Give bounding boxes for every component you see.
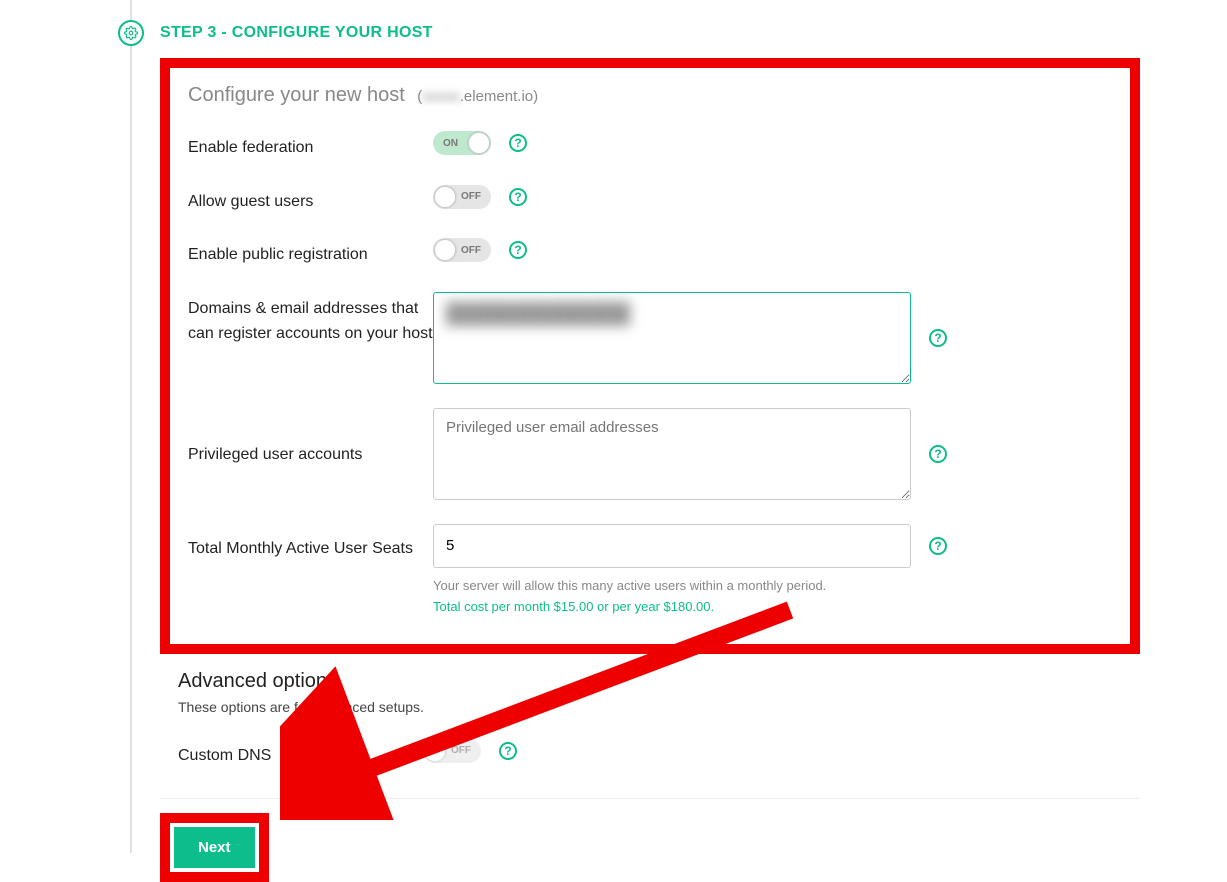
domains-textarea[interactable]: █████████████ (433, 292, 911, 384)
public-reg-toggle[interactable]: OFF (433, 238, 491, 262)
help-icon[interactable]: ? (929, 445, 947, 463)
help-icon[interactable]: ? (499, 742, 517, 760)
help-icon[interactable]: ? (929, 537, 947, 555)
privileged-label: Privileged user accounts (188, 408, 433, 468)
timeline-line (130, 0, 132, 853)
toggle-state-label: OFF (451, 745, 471, 756)
next-button[interactable]: Next (174, 827, 255, 868)
custom-dns-label: Custom DNS (178, 739, 423, 769)
public-reg-label: Enable public registration (188, 238, 433, 268)
domain-hidden: xxxxx (422, 88, 460, 105)
advanced-title: Advanced options (178, 670, 1122, 693)
privileged-textarea[interactable] (433, 408, 911, 500)
guest-label: Allow guest users (188, 185, 433, 215)
row-domains: Domains & email addresses that can regis… (188, 292, 1112, 384)
help-icon[interactable]: ? (509, 134, 527, 152)
advanced-section: Advanced options These options are for a… (160, 654, 1140, 779)
divider (160, 798, 1140, 799)
seats-label: Total Monthly Active User Seats (188, 524, 433, 562)
configure-title: Configure your new host (188, 84, 405, 106)
custom-dns-toggle[interactable]: OFF (423, 739, 481, 763)
highlight-box-main: Configure your new host (xxxxx.element.i… (160, 58, 1140, 654)
seats-cost: Total cost per month $15.00 or per year … (433, 599, 947, 614)
row-seats: Total Monthly Active User Seats ? Your s… (188, 524, 1112, 614)
guest-toggle[interactable]: OFF (433, 185, 491, 209)
federation-label: Enable federation (188, 131, 433, 161)
federation-toggle[interactable]: ON (433, 131, 491, 155)
domain-suffix: .element.io) (460, 88, 538, 105)
section-header: Configure your new host (xxxxx.element.i… (188, 84, 1112, 107)
help-icon[interactable]: ? (509, 188, 527, 206)
config-panel: Configure your new host (xxxxx.element.i… (160, 58, 1140, 882)
row-privileged: Privileged user accounts ? (188, 408, 1112, 500)
row-public-reg: Enable public registration OFF ? (188, 238, 1112, 268)
toggle-state-label: ON (443, 138, 458, 149)
row-custom-dns: Custom DNS OFF ? (178, 739, 1122, 769)
row-federation: Enable federation ON ? (188, 131, 1112, 161)
seats-input[interactable] (433, 524, 911, 568)
advanced-subtitle: These options are for advanced setups. (178, 699, 1122, 715)
step-title: STEP 3 - CONFIGURE YOUR HOST (160, 24, 433, 42)
seats-hint: Your server will allow this many active … (433, 578, 947, 593)
row-guest: Allow guest users OFF ? (188, 185, 1112, 215)
toggle-state-label: OFF (461, 245, 481, 256)
help-icon[interactable]: ? (509, 241, 527, 259)
step-gear-icon (118, 20, 144, 46)
domains-label: Domains & email addresses that can regis… (188, 292, 433, 347)
highlight-box-next: Next (160, 813, 269, 882)
help-icon[interactable]: ? (929, 329, 947, 347)
domains-hidden-value: █████████████ (446, 303, 630, 325)
toggle-state-label: OFF (461, 191, 481, 202)
